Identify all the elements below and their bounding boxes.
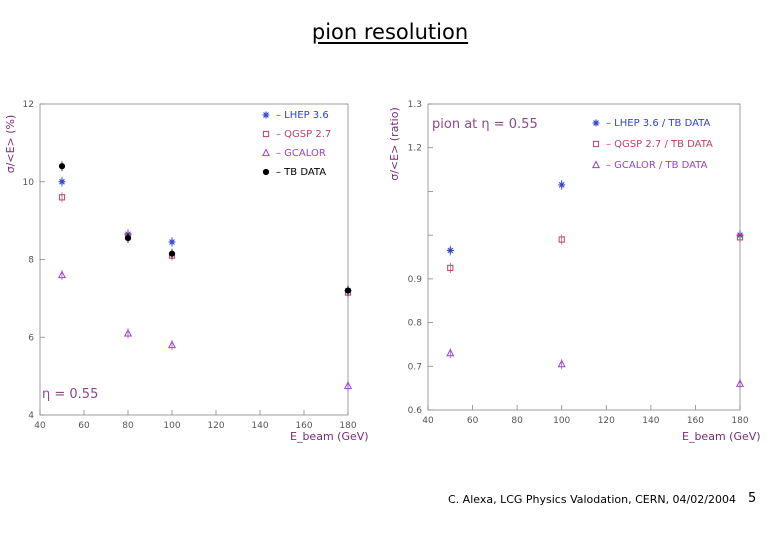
y-tick-label: 1.2: [408, 144, 422, 154]
legend-marker: [262, 168, 270, 176]
y-tick-label: 10: [23, 178, 35, 188]
legend-label: – QGSP 2.7: [276, 129, 331, 140]
data-point: [344, 287, 352, 294]
x-tick-label: 140: [642, 416, 659, 426]
data-point: [447, 264, 454, 272]
chart-2: 40 60 80 100 120 140 160 180 0.6 0.7 0.8 0.9 1.2 1.3 E…: [388, 100, 761, 443]
data-point: [58, 163, 66, 170]
y-axis-title: σ/<E> (%): [4, 115, 17, 174]
legend-marker: [262, 130, 270, 138]
series-lhep: [58, 176, 352, 296]
chart-annotation: pion at η = 0.55: [432, 117, 538, 132]
slide-title: pion resolution: [0, 20, 780, 44]
data-point: [168, 238, 176, 246]
legend-label: – GCALOR / TB DATA: [606, 160, 708, 171]
y-tick-label: 8: [28, 256, 34, 266]
data-point: [446, 246, 454, 254]
slide-title-text: pion resolution: [311, 20, 469, 44]
x-tick-label: 180: [731, 416, 748, 426]
x-tick-label: 100: [553, 416, 570, 426]
x-tick-label: 120: [598, 416, 615, 426]
data-point: [557, 359, 566, 368]
chart-1: 40 60 80 100 120 140 160 180 4 6 8 10 12 E_beam (GeV)…: [4, 100, 369, 443]
series-gcalor: [446, 348, 745, 389]
data-point: [736, 234, 744, 241]
series-qgsp: [58, 192, 352, 298]
y-tick-label: 1.3: [408, 100, 422, 110]
x-tick-label: 40: [422, 416, 434, 426]
series-qgsp: [447, 232, 744, 273]
series-lhep: [446, 179, 744, 256]
legend-marker: [261, 148, 271, 157]
data-point: [168, 250, 176, 257]
x-axis-title: E_beam (GeV): [290, 430, 369, 443]
x-tick-label: 120: [207, 421, 224, 431]
data-point: [343, 381, 353, 389]
data-point: [58, 178, 66, 186]
legend-label: – QGSP 2.7 / TB DATA: [606, 139, 713, 150]
legend-label: – LHEP 3.6 / TB DATA: [606, 118, 710, 129]
legend-marker: [592, 119, 600, 127]
x-tick-label: 180: [339, 421, 356, 431]
footer-credit: C. Alexa, LCG Physics Valodation, CERN, …: [448, 493, 736, 506]
series-gcalor: [57, 270, 353, 391]
x-tick-label: 60: [467, 416, 479, 426]
x-axis-title: E_beam (GeV): [682, 430, 761, 443]
legend-label: – LHEP 3.6: [276, 110, 329, 121]
data-point: [446, 348, 455, 357]
data-point: [124, 235, 132, 242]
x-tick-label: 60: [78, 421, 90, 431]
y-tick-label: 0.7: [408, 362, 422, 372]
x-tick-label: 80: [511, 416, 523, 426]
data-point: [735, 379, 745, 387]
y-tick-label: 4: [28, 411, 34, 421]
chart-annotation: η = 0.55: [42, 387, 98, 402]
legend-marker: [592, 140, 600, 148]
data-point: [558, 181, 566, 189]
plot-frame: [427, 103, 741, 411]
data-point: [167, 340, 177, 349]
legend-label: – GCALOR: [276, 148, 326, 159]
y-tick-label: 0.9: [408, 275, 423, 285]
legend-marker: [591, 160, 601, 169]
y-axis-title: σ/<E> (ratio): [388, 107, 401, 181]
x-tick-label: 160: [295, 421, 312, 431]
y-tick-label: 0.8: [408, 319, 423, 329]
y-tick-label: 0.6: [408, 406, 423, 416]
x-tick-label: 160: [687, 416, 704, 426]
page-number: 5: [748, 491, 757, 506]
x-tick-label: 140: [251, 421, 268, 431]
legend-label: – TB DATA: [276, 167, 326, 178]
data-point: [123, 328, 133, 337]
y-tick-label: 12: [23, 100, 34, 110]
data-point: [57, 270, 67, 279]
x-tick-label: 40: [34, 421, 46, 431]
x-tick-label: 80: [122, 421, 134, 431]
legend-marker: [262, 111, 270, 119]
x-tick-label: 100: [163, 421, 180, 431]
data-point: [58, 194, 66, 201]
y-tick-label: 6: [28, 333, 34, 343]
series-tb: [58, 161, 352, 296]
data-point: [558, 236, 565, 243]
